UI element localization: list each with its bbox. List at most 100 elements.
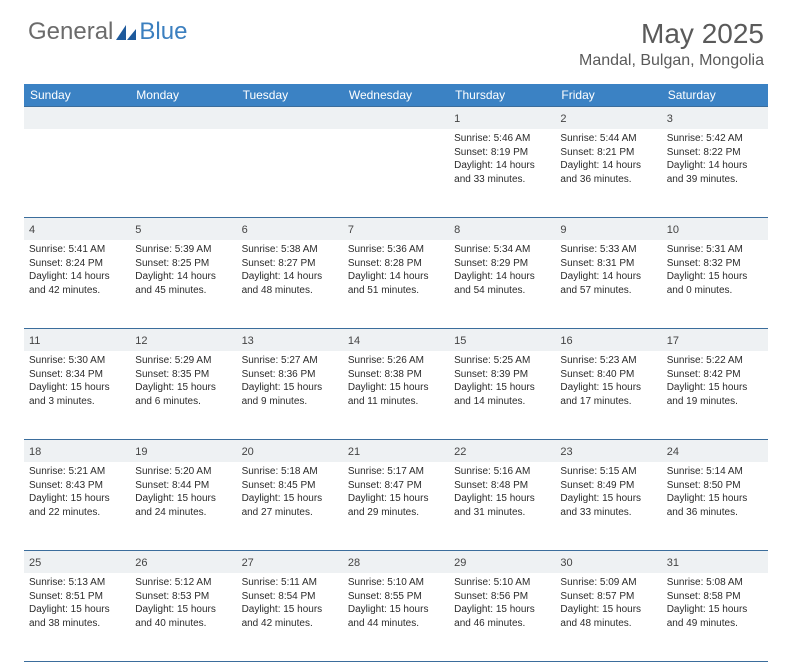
day-detail-line: Daylight: 15 hours xyxy=(29,492,125,506)
day-number-row: 11121314151617 xyxy=(24,328,768,351)
day-detail-line: and 31 minutes. xyxy=(454,506,550,520)
day-detail-row: Sunrise: 5:21 AMSunset: 8:43 PMDaylight:… xyxy=(24,462,768,550)
day-detail-line: and 36 minutes. xyxy=(560,173,656,187)
day-detail-line: and 11 minutes. xyxy=(348,395,444,409)
day-detail-line: Sunset: 8:22 PM xyxy=(667,146,763,160)
day-detail-line: Sunrise: 5:12 AM xyxy=(135,576,231,590)
day-number-cell: 10 xyxy=(662,218,768,240)
day-cell: Sunrise: 5:38 AMSunset: 8:27 PMDaylight:… xyxy=(237,240,343,328)
day-number: 28 xyxy=(348,557,360,569)
triangle-icon xyxy=(115,23,137,41)
day-cell: Sunrise: 5:21 AMSunset: 8:43 PMDaylight:… xyxy=(24,462,130,550)
day-detail-line: Sunrise: 5:14 AM xyxy=(667,465,763,479)
day-number-cell: 19 xyxy=(130,440,236,462)
day-detail-line: Daylight: 14 hours xyxy=(135,270,231,284)
day-number-row: 45678910 xyxy=(24,217,768,240)
day-detail-line: and 0 minutes. xyxy=(667,284,763,298)
day-number: 21 xyxy=(348,446,360,458)
day-detail-line: Sunrise: 5:41 AM xyxy=(29,243,125,257)
day-number: 15 xyxy=(454,335,466,347)
day-number-cell: 12 xyxy=(130,329,236,351)
day-detail-line: Daylight: 15 hours xyxy=(29,603,125,617)
day-detail-line: and 19 minutes. xyxy=(667,395,763,409)
title-area: May 2025 Mandal, Bulgan, Mongolia xyxy=(579,18,764,70)
day-number: 3 xyxy=(667,113,673,125)
day-cell: Sunrise: 5:41 AMSunset: 8:24 PMDaylight:… xyxy=(24,240,130,328)
day-detail-line: Sunrise: 5:26 AM xyxy=(348,354,444,368)
day-number-row: 25262728293031 xyxy=(24,550,768,573)
day-detail-line: Sunset: 8:27 PM xyxy=(242,257,338,271)
day-cell: Sunrise: 5:12 AMSunset: 8:53 PMDaylight:… xyxy=(130,573,236,661)
day-detail-line: Daylight: 15 hours xyxy=(560,603,656,617)
day-number: 1 xyxy=(454,113,460,125)
day-number: 23 xyxy=(560,446,572,458)
day-detail-line: Daylight: 15 hours xyxy=(242,492,338,506)
day-detail-line: Daylight: 15 hours xyxy=(560,381,656,395)
day-detail-line: Daylight: 14 hours xyxy=(242,270,338,284)
day-detail-line: Sunset: 8:36 PM xyxy=(242,368,338,382)
day-number-cell: 31 xyxy=(662,551,768,573)
day-cell: Sunrise: 5:30 AMSunset: 8:34 PMDaylight:… xyxy=(24,351,130,439)
day-detail-line: Daylight: 14 hours xyxy=(29,270,125,284)
day-detail-line: Daylight: 15 hours xyxy=(560,492,656,506)
month-title: May 2025 xyxy=(579,18,764,50)
day-detail-line: Sunrise: 5:27 AM xyxy=(242,354,338,368)
day-detail-line: Sunrise: 5:10 AM xyxy=(454,576,550,590)
day-number-cell: 4 xyxy=(24,218,130,240)
day-detail-line: and 57 minutes. xyxy=(560,284,656,298)
day-number: 19 xyxy=(135,446,147,458)
day-detail-line: Sunrise: 5:34 AM xyxy=(454,243,550,257)
day-detail-line: Sunset: 8:34 PM xyxy=(29,368,125,382)
day-number-cell: 2 xyxy=(555,107,661,129)
day-detail-line: Sunrise: 5:44 AM xyxy=(560,132,656,146)
day-detail-line: Sunset: 8:28 PM xyxy=(348,257,444,271)
day-cell: Sunrise: 5:36 AMSunset: 8:28 PMDaylight:… xyxy=(343,240,449,328)
day-detail-line: and 48 minutes. xyxy=(242,284,338,298)
day-number: 26 xyxy=(135,557,147,569)
day-number-cell: 29 xyxy=(449,551,555,573)
day-detail-line: Sunset: 8:42 PM xyxy=(667,368,763,382)
day-number-cell: 1 xyxy=(449,107,555,129)
day-cell: Sunrise: 5:20 AMSunset: 8:44 PMDaylight:… xyxy=(130,462,236,550)
day-detail-line: Daylight: 15 hours xyxy=(135,603,231,617)
day-cell: Sunrise: 5:13 AMSunset: 8:51 PMDaylight:… xyxy=(24,573,130,661)
day-detail-line: Sunrise: 5:21 AM xyxy=(29,465,125,479)
day-number-cell: 24 xyxy=(662,440,768,462)
day-detail-line: Daylight: 15 hours xyxy=(454,603,550,617)
day-number-cell: 27 xyxy=(237,551,343,573)
day-detail-line: Sunrise: 5:29 AM xyxy=(135,354,231,368)
day-detail-line: and 9 minutes. xyxy=(242,395,338,409)
day-detail-line: Sunset: 8:19 PM xyxy=(454,146,550,160)
day-number-cell: 23 xyxy=(555,440,661,462)
day-cell: Sunrise: 5:16 AMSunset: 8:48 PMDaylight:… xyxy=(449,462,555,550)
day-detail-line: Sunset: 8:24 PM xyxy=(29,257,125,271)
day-number: 6 xyxy=(242,224,248,236)
weekday-label: Saturday xyxy=(662,84,768,106)
day-number-cell: 30 xyxy=(555,551,661,573)
calendar: SundayMondayTuesdayWednesdayThursdayFrid… xyxy=(24,84,768,661)
day-detail-line: Daylight: 15 hours xyxy=(135,381,231,395)
day-detail-line: and 38 minutes. xyxy=(29,617,125,631)
day-detail-line: Sunrise: 5:33 AM xyxy=(560,243,656,257)
day-detail-line: Sunset: 8:25 PM xyxy=(135,257,231,271)
day-cell: Sunrise: 5:23 AMSunset: 8:40 PMDaylight:… xyxy=(555,351,661,439)
day-cell: Sunrise: 5:27 AMSunset: 8:36 PMDaylight:… xyxy=(237,351,343,439)
day-detail-line: Sunset: 8:44 PM xyxy=(135,479,231,493)
day-number: 13 xyxy=(242,335,254,347)
day-detail-line: Sunrise: 5:08 AM xyxy=(667,576,763,590)
day-detail-line: Sunrise: 5:15 AM xyxy=(560,465,656,479)
day-number: 18 xyxy=(29,446,41,458)
day-number-cell xyxy=(130,107,236,129)
day-detail-row: Sunrise: 5:13 AMSunset: 8:51 PMDaylight:… xyxy=(24,573,768,661)
day-detail-line: Sunrise: 5:16 AM xyxy=(454,465,550,479)
day-detail-line: Sunset: 8:45 PM xyxy=(242,479,338,493)
day-number-row: 18192021222324 xyxy=(24,439,768,462)
day-detail-line: Daylight: 15 hours xyxy=(242,603,338,617)
day-number: 5 xyxy=(135,224,141,236)
brand-text-1: General xyxy=(28,18,113,46)
day-cell: Sunrise: 5:22 AMSunset: 8:42 PMDaylight:… xyxy=(662,351,768,439)
day-detail-line: and 33 minutes. xyxy=(454,173,550,187)
weekday-label: Sunday xyxy=(24,84,130,106)
day-detail-line: Sunset: 8:54 PM xyxy=(242,590,338,604)
day-detail-line: Sunrise: 5:30 AM xyxy=(29,354,125,368)
